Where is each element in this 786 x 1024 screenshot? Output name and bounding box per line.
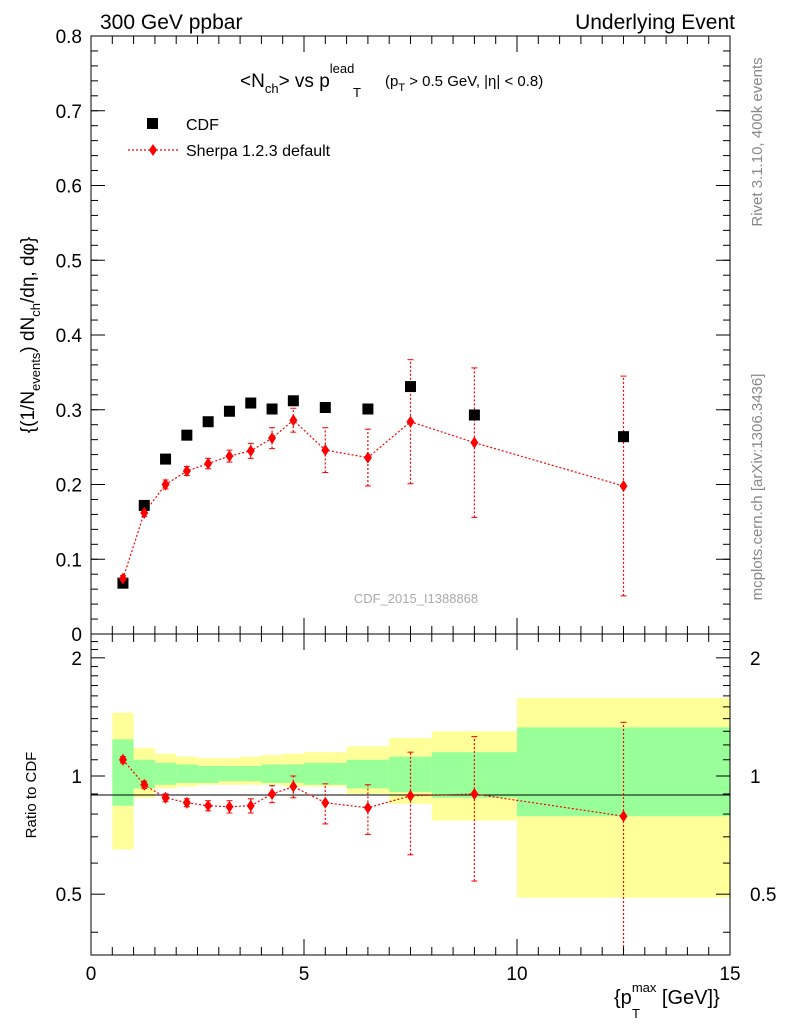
ratio-frame xyxy=(90,633,731,956)
ratio-mc-point xyxy=(204,799,213,812)
ratio-uncertainty-bands xyxy=(112,698,730,898)
legend-marker-mc xyxy=(149,144,157,156)
ratio-ytick-label: 0.5 xyxy=(56,885,82,906)
ratio-band-inner xyxy=(218,766,241,782)
mc-line xyxy=(122,419,624,579)
ratio-band-inner xyxy=(282,764,304,783)
ratio-series xyxy=(118,721,628,955)
main-ytick-label: 0.3 xyxy=(56,401,82,422)
ratio-ytick-label-right: 0.5 xyxy=(750,885,776,906)
ratio-band-inner xyxy=(346,759,390,789)
main-series xyxy=(117,359,629,597)
header-left: 300 GeV ppbar xyxy=(100,11,242,34)
main-ytick-label: 0.4 xyxy=(56,326,83,347)
ratio-mc-point xyxy=(619,810,628,823)
main-ytick-label: 0.6 xyxy=(56,177,82,198)
plot-title-pt-sub: T xyxy=(353,85,361,100)
ratio-mc-point xyxy=(470,787,479,800)
cdf-point xyxy=(223,405,235,417)
plot-title-cut: (pT > 0.5 GeV, |η| < 0.8) xyxy=(385,73,543,94)
cdf-point xyxy=(362,403,374,415)
main-ytick-label: 0.2 xyxy=(56,476,82,497)
ratio-mc-point xyxy=(268,787,277,800)
ratio-ytick-label-right: 1 xyxy=(750,767,761,788)
cdf-point xyxy=(160,453,172,465)
mc-point xyxy=(140,506,149,519)
ratio-band-inner xyxy=(154,762,177,785)
mc-point xyxy=(161,478,170,491)
ratio-band-inner xyxy=(240,766,262,782)
cdf-point xyxy=(618,431,629,443)
mc-point xyxy=(182,465,191,478)
legend: CDF Sherpa 1.2.3 default xyxy=(128,117,331,160)
legend-marker-cdf xyxy=(147,118,158,129)
main-ytick-label: 0.1 xyxy=(56,550,82,571)
legend-label-cdf: CDF xyxy=(186,117,219,134)
ratio-band-inner xyxy=(112,739,134,806)
ratio-mc-point xyxy=(140,778,149,791)
xtick-label: 5 xyxy=(299,964,310,985)
ratio-ytick-label-right: 2 xyxy=(750,649,761,670)
ratio-mc-point xyxy=(363,801,372,814)
main-ytick-label: 0.8 xyxy=(56,27,82,48)
cdf-point xyxy=(181,429,193,441)
cdf-point xyxy=(468,409,480,421)
cdf-point xyxy=(138,499,150,511)
legend-label-mc: Sherpa 1.2.3 default xyxy=(186,143,331,160)
ratio-band-inner xyxy=(133,759,155,789)
xlabel: {pmax [GeV]} xyxy=(614,980,720,1009)
cdf-point xyxy=(266,403,278,415)
ratio-mc-point xyxy=(289,780,298,793)
ratio-band-inner xyxy=(176,764,198,783)
ratio-mc-point xyxy=(161,791,170,804)
mc-point xyxy=(225,450,234,463)
plot-title: <Nch> vs plead xyxy=(240,61,354,96)
cdf-point xyxy=(245,397,257,409)
mc-point xyxy=(246,444,255,457)
ratio-mc-point xyxy=(182,796,191,809)
main-ytick-label: 0.5 xyxy=(56,251,82,272)
ratio-band-inner xyxy=(197,766,219,783)
ratio-mc-point xyxy=(225,800,234,813)
mcplots-label: mcplots.cern.ch [arXiv:1306.3436] xyxy=(749,374,766,601)
xlabel-sub: T xyxy=(632,1006,640,1021)
analysis-id: CDF_2015_I1388868 xyxy=(354,591,478,606)
cdf-point xyxy=(319,402,331,414)
mc-point xyxy=(363,451,372,464)
cdf-point xyxy=(202,416,214,428)
mc-point xyxy=(470,436,479,449)
ratio-mc-point xyxy=(406,789,415,802)
mc-point xyxy=(619,479,628,492)
xtick-label: 10 xyxy=(506,964,527,985)
main-ylabel: {(1/Nevents) dNch/dη, dφ} xyxy=(18,237,43,433)
mc-point xyxy=(204,457,213,470)
mc-point xyxy=(118,572,127,585)
ratio-panel: 0.5 0.5 1 1 2 2 0 5 10 15 Ratio to CDF {pmax [GeV… xyxy=(23,633,776,1021)
ratio-mc-point xyxy=(246,799,255,812)
ratio-ytick-label: 1 xyxy=(71,767,82,788)
header-right: Underlying Event xyxy=(575,11,735,34)
ratio-mc-line xyxy=(122,759,624,817)
rivet-version-label: Rivet 3.1.10, 400k events xyxy=(749,57,766,226)
ratio-band-inner xyxy=(261,764,283,783)
cdf-point xyxy=(287,395,299,407)
ratio-band-inner xyxy=(304,762,347,785)
xtick-label: 0 xyxy=(86,964,97,985)
main-ytick-label: 0.7 xyxy=(56,102,82,123)
xtick-label: 15 xyxy=(719,964,740,985)
ratio-mc-point xyxy=(321,796,330,809)
cdf-point xyxy=(405,381,416,393)
ratio-ylabel: Ratio to CDF xyxy=(23,752,40,839)
mc-point xyxy=(268,432,277,445)
ratio-ytick-label: 2 xyxy=(71,649,82,670)
main-axis-ticks: 0 0.1 0.2 0.3 0.4 0.5 0.6 0.7 0.8 xyxy=(56,27,731,646)
mc-point xyxy=(289,414,298,427)
mc-point xyxy=(321,444,330,457)
main-ytick-label: 0 xyxy=(71,625,82,646)
mc-point xyxy=(406,415,415,428)
ratio-mc-point xyxy=(118,753,127,766)
main-panel: 0 0.1 0.2 0.3 0.4 0.5 0.6 0.7 0.8 <Nch> vs plead… xyxy=(18,27,731,646)
